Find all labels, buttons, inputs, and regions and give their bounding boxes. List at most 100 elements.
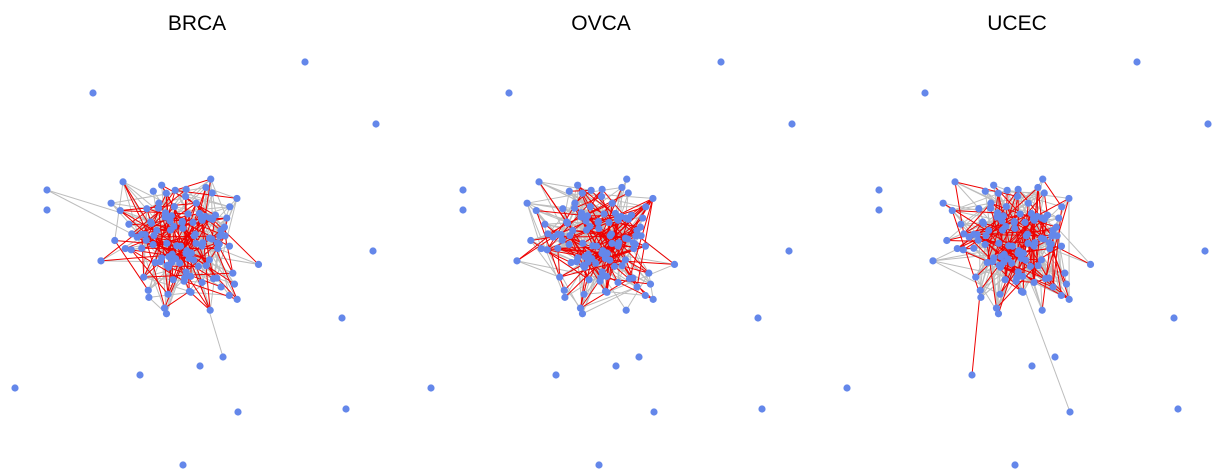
gray-edge xyxy=(516,260,560,278)
red-edge xyxy=(587,217,644,263)
node xyxy=(1201,247,1209,255)
node xyxy=(597,192,606,201)
gray-edge xyxy=(546,249,583,314)
node xyxy=(338,314,346,322)
red-edge xyxy=(530,236,554,241)
red-edge xyxy=(990,208,1005,255)
red-edge xyxy=(172,203,197,280)
node xyxy=(201,212,209,221)
node xyxy=(617,212,625,221)
node xyxy=(1057,291,1065,300)
node xyxy=(968,371,976,379)
node xyxy=(107,199,115,207)
red-edge xyxy=(156,202,197,231)
red-edge xyxy=(998,242,1070,300)
node xyxy=(987,199,995,207)
node xyxy=(995,261,1003,269)
node xyxy=(1065,194,1073,203)
node xyxy=(565,240,573,249)
node xyxy=(580,290,588,298)
node xyxy=(554,244,562,252)
node xyxy=(996,290,1004,298)
node xyxy=(1040,189,1048,197)
node xyxy=(225,242,234,250)
node xyxy=(181,192,190,201)
gray-edge xyxy=(606,242,634,277)
node xyxy=(585,276,593,284)
gray-edge xyxy=(580,286,638,309)
gray-edge xyxy=(46,189,151,223)
node xyxy=(572,258,581,266)
node xyxy=(1031,239,1039,247)
node xyxy=(556,273,564,281)
node xyxy=(11,384,19,392)
node xyxy=(198,278,206,287)
node xyxy=(608,239,616,248)
node xyxy=(1005,242,1013,250)
node xyxy=(1002,222,1010,231)
node xyxy=(788,120,796,128)
node xyxy=(202,183,210,192)
gray-edge xyxy=(946,202,992,241)
node xyxy=(1013,274,1021,282)
node xyxy=(205,234,214,242)
node xyxy=(1037,256,1045,264)
node xyxy=(233,194,241,203)
node xyxy=(1033,212,1041,221)
node xyxy=(219,353,227,361)
red-edge xyxy=(174,178,211,191)
node xyxy=(145,293,153,301)
red-edge xyxy=(574,196,602,209)
red-edge xyxy=(614,238,629,267)
node xyxy=(1170,314,1178,322)
gray-edge xyxy=(582,286,638,315)
node xyxy=(977,293,985,301)
node xyxy=(558,236,566,244)
red-edge xyxy=(516,221,568,262)
node xyxy=(970,244,978,252)
node xyxy=(586,203,594,211)
node xyxy=(97,257,105,265)
node xyxy=(1049,283,1057,291)
panel: OVCA xyxy=(427,12,796,469)
node xyxy=(649,295,657,303)
node xyxy=(459,206,467,214)
node xyxy=(939,199,947,207)
node xyxy=(254,260,263,269)
panel-title: UCEC xyxy=(987,12,1047,35)
node xyxy=(598,185,606,194)
node xyxy=(843,384,851,392)
node xyxy=(1014,268,1022,276)
node xyxy=(202,262,210,270)
node xyxy=(1086,260,1095,269)
node xyxy=(207,175,215,183)
node xyxy=(990,181,998,189)
node xyxy=(549,233,557,241)
node xyxy=(965,233,973,241)
node xyxy=(563,219,572,227)
node xyxy=(570,204,579,212)
node xyxy=(149,240,157,249)
node xyxy=(1011,461,1019,469)
node xyxy=(615,239,623,247)
node xyxy=(184,210,192,218)
node xyxy=(169,276,177,284)
node xyxy=(595,461,603,469)
red-edge xyxy=(167,250,188,295)
node xyxy=(650,408,658,416)
node xyxy=(342,405,350,413)
gray-edge xyxy=(1056,226,1091,265)
node xyxy=(541,220,549,228)
node xyxy=(552,371,560,379)
node xyxy=(544,230,552,238)
node xyxy=(1010,217,1018,226)
node xyxy=(959,246,967,254)
node xyxy=(974,236,982,244)
node xyxy=(164,290,172,298)
node xyxy=(646,280,655,288)
node xyxy=(1003,186,1011,194)
node xyxy=(632,232,640,240)
panel: BRCA xyxy=(11,12,380,469)
gray-edge xyxy=(960,202,992,225)
